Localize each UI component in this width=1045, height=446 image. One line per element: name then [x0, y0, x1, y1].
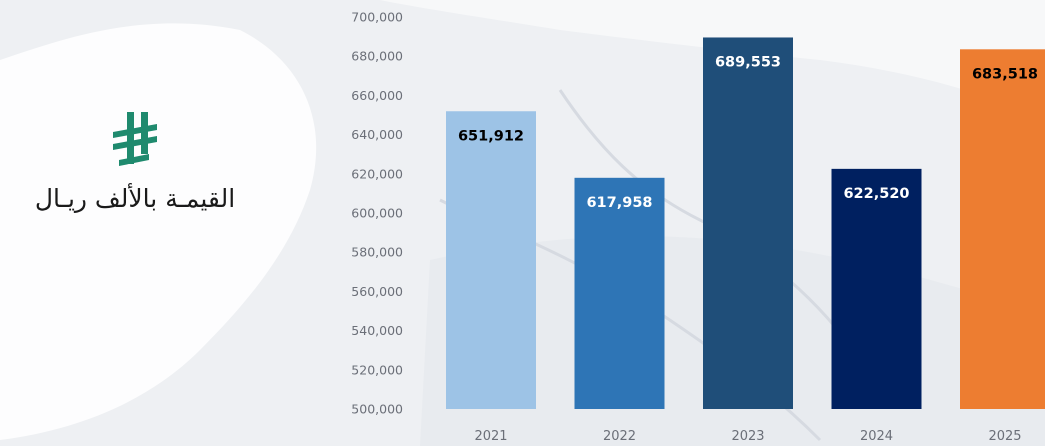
bar-2021: [446, 111, 536, 410]
y-tick-label: 540,000: [351, 323, 403, 338]
y-tick-label: 520,000: [351, 362, 403, 377]
y-tick-label: 580,000: [351, 245, 403, 260]
x-tick-label: 2025: [988, 429, 1021, 444]
y-tick-label: 620,000: [351, 166, 403, 181]
data-label: 651,912: [458, 128, 524, 144]
riyal-symbol-icon: [113, 112, 157, 166]
x-tick-label: 2024: [860, 429, 893, 444]
x-tick-label: 2023: [731, 429, 764, 444]
data-label: 683,518: [972, 66, 1038, 82]
logo-caption: القيمـة بالألف ريـال: [34, 184, 236, 213]
bar-2023: [703, 37, 793, 409]
data-label: 622,520: [843, 186, 909, 202]
y-tick-label: 500,000: [351, 402, 403, 417]
y-axis: 500,000 520,000 540,000 560,000 580,000 600,0…: [351, 10, 403, 417]
x-tick-label: 2021: [474, 429, 507, 444]
y-tick-label: 640,000: [351, 127, 403, 142]
data-label: 617,958: [586, 195, 652, 211]
y-tick-label: 600,000: [351, 206, 403, 221]
data-label: 689,553: [715, 54, 781, 70]
x-axis: 2021 2022 2023 2024 2025: [474, 429, 1021, 444]
y-tick-label: 680,000: [351, 49, 403, 64]
bars: 651,912 617,958 689,553 622,520 683,518: [446, 37, 1045, 410]
y-tick-label: 560,000: [351, 284, 403, 299]
bar-2022: [574, 177, 665, 409]
y-tick-label: 660,000: [351, 88, 403, 103]
bar-2025: [960, 49, 1045, 409]
x-tick-label: 2022: [603, 429, 636, 444]
map-shape: [0, 23, 317, 440]
y-tick-label: 700,000: [351, 10, 403, 25]
logo: القيمـة بالألف ريـال: [0, 110, 270, 240]
map-road: [558, 89, 862, 361]
bar-2024: [831, 168, 922, 409]
map-shape: [380, 0, 1045, 120]
